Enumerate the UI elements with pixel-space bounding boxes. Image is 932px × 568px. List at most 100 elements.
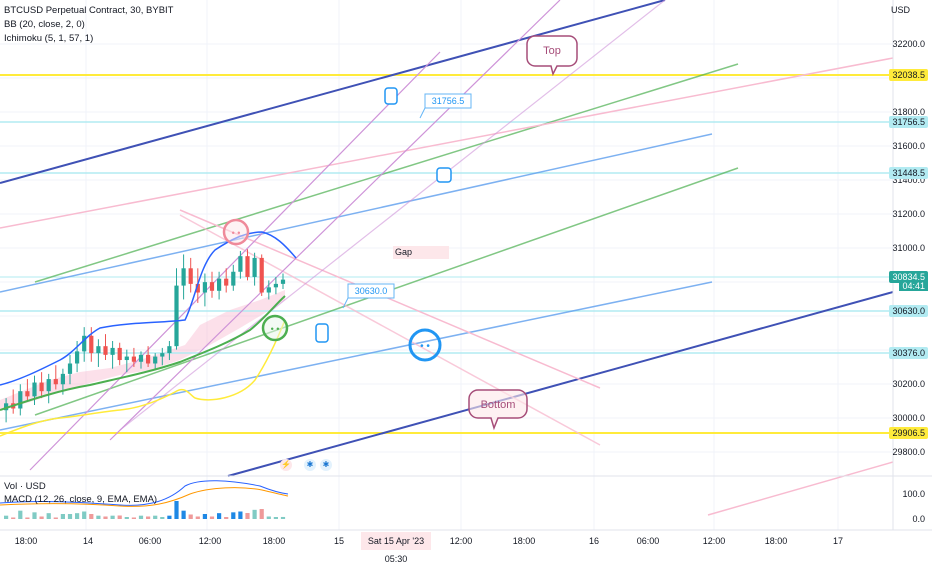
price-level-label[interactable]: 30834.5 <box>889 271 928 283</box>
candle-body <box>224 278 229 286</box>
price-tick-label: 31000.0 <box>892 243 925 253</box>
bar-countdown: 04:41 <box>899 281 928 291</box>
candle-body <box>103 346 108 355</box>
candle-body <box>39 382 44 392</box>
candle-body <box>117 347 122 361</box>
candlesticks <box>4 249 286 423</box>
macd-bar <box>60 514 65 519</box>
macd-tick-label: 0.0 <box>912 514 925 524</box>
legend-macd[interactable]: MACD (12, 26, close, 9, EMA, EMA) <box>4 494 158 505</box>
us-flag-icon[interactable]: ✱ <box>304 459 316 471</box>
macd-bar <box>89 514 94 519</box>
candle-body <box>245 256 250 277</box>
time-tick-label: 12:00 <box>449 536 473 546</box>
price-level-label[interactable]: 29906.5 <box>889 427 928 439</box>
candle-body <box>188 268 193 284</box>
candle-body <box>238 256 243 272</box>
price-tick-label: 31200.0 <box>892 209 925 219</box>
price-level-label[interactable]: 32038.5 <box>889 69 928 81</box>
candle-body <box>167 346 172 354</box>
price-level-label[interactable]: 31756.5 <box>889 116 928 128</box>
macd-line <box>0 480 289 506</box>
candle-body <box>110 347 115 355</box>
time-tick-label: 18:00 <box>262 536 286 546</box>
ichimoku-cloud <box>0 290 285 410</box>
macd-bar <box>67 514 73 519</box>
macd-bar <box>18 510 23 519</box>
macd-bar <box>4 515 9 519</box>
ichimoku-base-line <box>0 295 286 411</box>
candle-body <box>82 335 87 352</box>
price-tick-label: 31400.0 <box>892 175 925 185</box>
candle-body <box>146 354 151 364</box>
time-tick-label: 12:00 <box>702 536 726 546</box>
candle-body <box>153 356 158 364</box>
macd-bar <box>110 515 115 519</box>
time-tick-label: 18:00 <box>764 536 788 546</box>
price-level-label[interactable]: 30376.0 <box>889 347 928 359</box>
bb-basis-line <box>0 231 297 386</box>
macd-bar <box>46 513 51 519</box>
time-tick-label: 12:00 <box>198 536 222 546</box>
macd-bar <box>117 515 122 519</box>
callout-price-1: 31756.5 <box>419 93 472 119</box>
candle-body <box>195 283 200 293</box>
price-level-label[interactable]: 31448.5 <box>889 167 928 179</box>
legend-bb[interactable]: BB (20, close, 2, 0) <box>4 19 85 30</box>
candle-body <box>273 283 278 288</box>
candle-body <box>89 335 94 354</box>
macd-bar <box>181 510 186 519</box>
candle-body <box>131 356 136 362</box>
scale-unit: USD <box>890 5 910 15</box>
macd-bar <box>160 517 165 519</box>
callout-price-2-label: 30630.0 <box>355 286 388 296</box>
candle-body <box>138 354 144 362</box>
macd-bar <box>231 512 236 519</box>
macd-bar <box>103 516 108 519</box>
us-flag-icon-2[interactable]: ✱ <box>320 459 332 471</box>
candle-body <box>4 403 9 411</box>
candle-body <box>32 382 37 397</box>
svg-text:• •: • • <box>271 324 280 334</box>
smiley-blue: • • <box>408 328 442 362</box>
time-tick-label: 18:00 <box>512 536 536 546</box>
hand-pointer-icon <box>315 87 452 343</box>
grid <box>0 0 893 530</box>
callout-bottom: Bottom <box>468 389 528 431</box>
callout-price-2: 30630.0 <box>342 283 395 309</box>
price-tick-label: 32200.0 <box>892 39 925 49</box>
macd-signal-line <box>0 487 289 507</box>
candle-body <box>53 379 58 385</box>
legend-ichimoku[interactable]: Ichimoku (5, 1, 57, 1) <box>4 33 94 44</box>
lightning-icon[interactable]: ⚡ <box>280 459 292 471</box>
macd-bar <box>96 515 101 519</box>
macd-bar <box>53 517 58 519</box>
candle-body <box>202 282 207 293</box>
time-tick-label: 14 <box>82 536 93 546</box>
price-tick-label: 30000.0 <box>892 413 925 423</box>
candle-body <box>209 282 215 291</box>
gap-label: Gap <box>393 246 449 259</box>
candle-body <box>231 271 236 286</box>
candle-body <box>96 346 101 354</box>
macd-bar <box>32 512 37 519</box>
time-tick-label: 06:00 <box>636 536 660 546</box>
macd-bar <box>167 515 172 519</box>
legend-vol[interactable]: Vol · USD <box>4 481 46 492</box>
time-tick-label: 17 <box>832 536 843 546</box>
macd-bar <box>273 517 278 519</box>
price-level-label[interactable]: 30630.0 <box>889 305 928 317</box>
chart-svg[interactable]: • • • • • • Top Bottom 31756.5 <box>0 0 932 550</box>
macd-bar <box>188 514 193 519</box>
time-tick-label: 16 <box>588 536 599 546</box>
macd-bar <box>245 513 250 519</box>
macd-bar <box>238 511 243 519</box>
candle-body <box>18 391 23 409</box>
callout-top: Top <box>526 35 578 77</box>
time-tick-label: 18:00 <box>14 536 38 546</box>
macd-bar <box>75 513 80 519</box>
trend-lines <box>0 0 894 516</box>
candle-body <box>259 257 264 293</box>
candle-body <box>266 287 271 293</box>
